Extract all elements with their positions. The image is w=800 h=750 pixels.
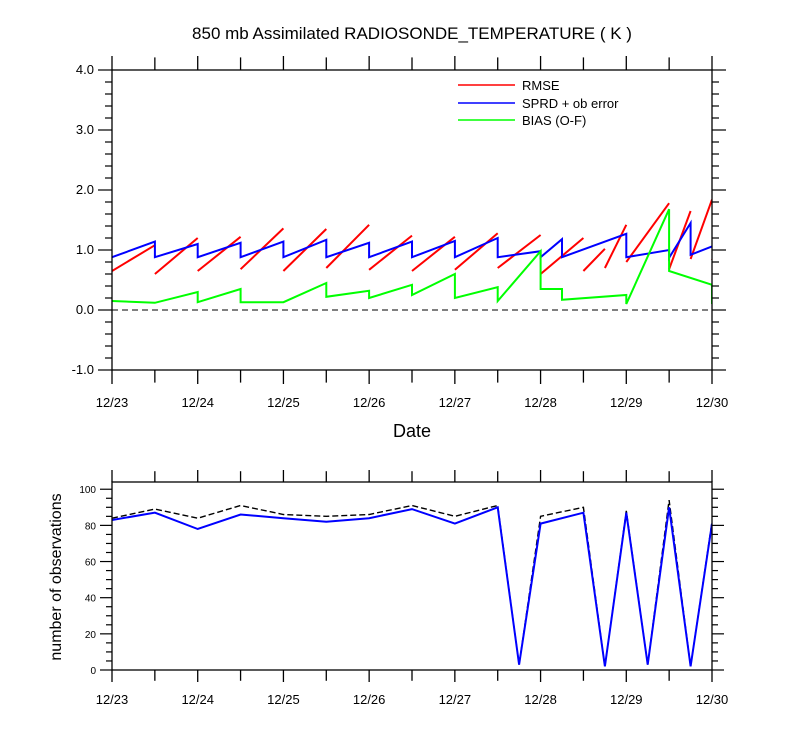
legend-label-rmse: RMSE (522, 78, 560, 93)
y-tick-label: 4.0 (76, 62, 94, 77)
x-tick-label: 12/24 (181, 395, 214, 410)
x-tick-label: 12/26 (353, 692, 386, 707)
y-tick-label: 0 (90, 666, 96, 677)
x-tick-label: 12/28 (524, 395, 557, 410)
series-rmse-segment-15 (689, 199, 712, 260)
series-rmse-segment-8 (454, 232, 499, 271)
x-tick-label: 12/29 (610, 692, 643, 707)
plot-frame (111, 481, 713, 671)
series-rmse-segment-13 (625, 202, 670, 263)
y-tick-label: 100 (79, 485, 96, 496)
series-rmse-segment-7 (411, 236, 456, 272)
y-tick-label: 1.0 (76, 242, 94, 257)
legend-label-sprd: SPRD + ob error (522, 96, 619, 111)
x-tick-label: 12/23 (96, 395, 129, 410)
series-rmse-segment-12 (604, 224, 628, 269)
x-tick-label: 12/26 (353, 395, 386, 410)
x-tick-label: 12/27 (439, 692, 472, 707)
series-rmse-segment-17 (733, 212, 755, 280)
series-rmse-segment-0 (112, 244, 156, 272)
x-tick-label: 12/30 (696, 395, 729, 410)
series-assimilated-line (112, 505, 712, 667)
y-tick-label: 80 (85, 521, 97, 532)
y-tick-label: -1.0 (72, 362, 94, 377)
y-tick-label: 40 (85, 594, 97, 605)
x-tick-label: 12/23 (96, 692, 129, 707)
y-tick-label: 2.0 (76, 182, 94, 197)
y-tick-label: 60 (85, 558, 97, 569)
legend: RMSE SPRD + ob error BIAS (O-F) (458, 78, 619, 128)
y-tick-label: 0.0 (76, 302, 94, 317)
series-rmse-segment-11 (582, 248, 606, 272)
series-rmse-segment-9 (497, 234, 542, 269)
series-sprd-ob-error-line (112, 219, 712, 262)
bottom-panel: 12/23 12/24 12/25 12/26 12/27 12/28 12/29 12/30… (79, 470, 728, 707)
chart-title: 850 mb Assimilated RADIOSONDE_TEMPERATUR… (192, 24, 632, 43)
series-rmse-segment-5 (325, 224, 370, 269)
series-rmse-segment-2 (197, 236, 242, 272)
x-tick-label: 12/27 (439, 395, 472, 410)
y-tick-label: 20 (85, 630, 97, 641)
series-possible-line (112, 500, 712, 667)
series-rmse-segment-18 (755, 182, 776, 257)
series-rmse-segment-4 (282, 228, 327, 272)
series-rmse-segment-19 (776, 199, 797, 277)
x-tick-label: 12/25 (267, 692, 300, 707)
y-tick-label: 3.0 (76, 122, 94, 137)
top-panel: 12/23 12/24 12/25 12/26 12/27 12/28 12/29 12/30… (72, 56, 797, 410)
x-tick-label: 12/30 (696, 692, 729, 707)
series-rmse-segment-16 (711, 257, 712, 261)
x-tick-label: 12/29 (610, 395, 643, 410)
legend-label-bias: BIAS (O-F) (522, 113, 586, 128)
x-axis-label: Date (393, 421, 431, 441)
y-axis-label: number of observations (48, 493, 65, 660)
x-tick-label: 12/28 (524, 692, 557, 707)
plot-frame (111, 69, 713, 371)
series-rmse-segment-6 (368, 234, 413, 271)
series-bias-o-f-line (112, 208, 712, 305)
x-tick-label: 12/25 (267, 395, 300, 410)
x-tick-label: 12/24 (181, 692, 214, 707)
series-rmse-segment-1 (154, 237, 199, 275)
